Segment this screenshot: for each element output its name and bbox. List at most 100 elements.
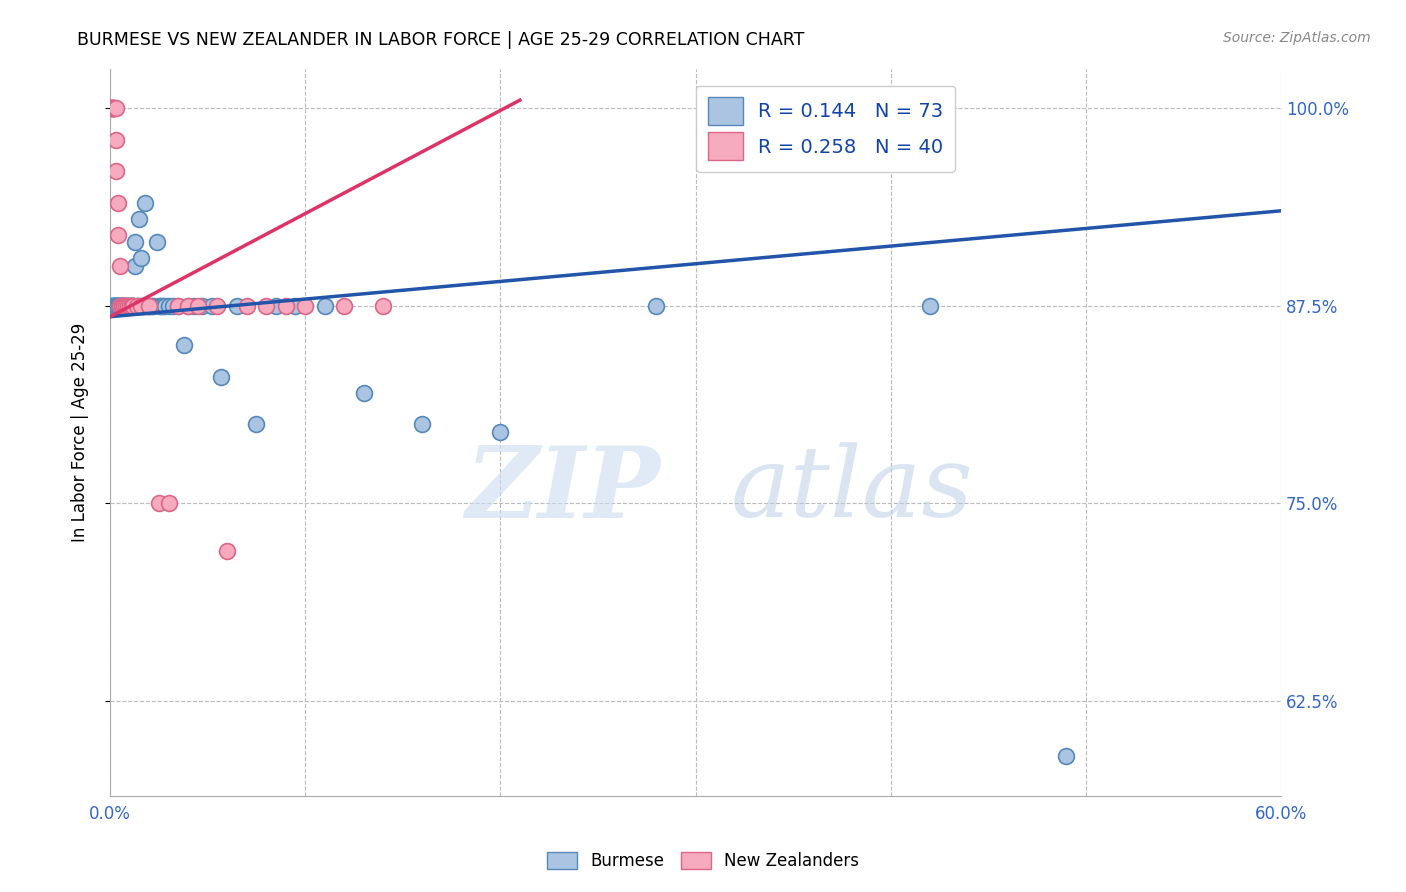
Point bbox=[117, 299, 139, 313]
Point bbox=[157, 299, 180, 313]
Point bbox=[112, 299, 135, 313]
Point bbox=[107, 299, 129, 313]
Text: Source: ZipAtlas.com: Source: ZipAtlas.com bbox=[1223, 31, 1371, 45]
Point bbox=[114, 299, 136, 313]
Point bbox=[124, 235, 146, 250]
Point bbox=[200, 299, 222, 313]
Point bbox=[373, 299, 395, 313]
Point bbox=[167, 299, 190, 313]
Point bbox=[128, 211, 150, 226]
Point bbox=[122, 299, 145, 313]
Point bbox=[104, 299, 127, 313]
Point bbox=[142, 299, 165, 313]
Point bbox=[111, 299, 134, 313]
Point bbox=[167, 299, 190, 313]
Point bbox=[152, 299, 174, 313]
Point bbox=[314, 299, 336, 313]
Point bbox=[209, 369, 232, 384]
Point bbox=[254, 299, 277, 313]
Point bbox=[108, 299, 131, 313]
Point bbox=[118, 299, 141, 313]
Point bbox=[108, 299, 131, 313]
Point bbox=[103, 299, 125, 313]
Point bbox=[173, 338, 195, 352]
Text: BURMESE VS NEW ZEALANDER IN LABOR FORCE | AGE 25-29 CORRELATION CHART: BURMESE VS NEW ZEALANDER IN LABOR FORCE … bbox=[77, 31, 804, 49]
Point bbox=[108, 259, 131, 273]
Point bbox=[157, 496, 180, 510]
Point bbox=[112, 299, 135, 313]
Point bbox=[107, 299, 129, 313]
Text: atlas: atlas bbox=[731, 442, 973, 538]
Point bbox=[146, 235, 169, 250]
Point bbox=[645, 299, 668, 313]
Point bbox=[111, 299, 134, 313]
Point bbox=[101, 299, 124, 313]
Legend: Burmese, New Zealanders: Burmese, New Zealanders bbox=[540, 845, 866, 877]
Point bbox=[107, 195, 129, 210]
Point bbox=[187, 299, 209, 313]
Point bbox=[111, 299, 134, 313]
Point bbox=[918, 299, 941, 313]
Point bbox=[111, 299, 134, 313]
Point bbox=[1054, 749, 1077, 764]
Point bbox=[101, 299, 124, 313]
Point bbox=[103, 101, 125, 115]
Point bbox=[128, 299, 150, 313]
Point bbox=[108, 299, 131, 313]
Point bbox=[112, 299, 135, 313]
Point bbox=[149, 299, 172, 313]
Point bbox=[101, 101, 124, 115]
Point bbox=[191, 299, 214, 313]
Point bbox=[411, 417, 433, 432]
Point bbox=[136, 299, 159, 313]
Point bbox=[127, 299, 149, 313]
Point bbox=[103, 101, 125, 115]
Point bbox=[121, 299, 143, 313]
Point bbox=[103, 299, 125, 313]
Point bbox=[226, 299, 249, 313]
Point bbox=[153, 299, 176, 313]
Point bbox=[162, 299, 184, 313]
Point bbox=[264, 299, 287, 313]
Point bbox=[101, 101, 124, 115]
Point bbox=[103, 299, 125, 313]
Point bbox=[104, 164, 127, 178]
Point bbox=[124, 259, 146, 273]
Point bbox=[134, 195, 156, 210]
Legend: R = 0.144   N = 73, R = 0.258   N = 40: R = 0.144 N = 73, R = 0.258 N = 40 bbox=[696, 86, 955, 171]
Point bbox=[101, 101, 124, 115]
Point bbox=[139, 299, 162, 313]
Point bbox=[117, 299, 139, 313]
Point bbox=[104, 299, 127, 313]
Point bbox=[132, 299, 155, 313]
Point bbox=[148, 299, 170, 313]
Point bbox=[114, 299, 136, 313]
Point bbox=[122, 299, 145, 313]
Point bbox=[107, 299, 129, 313]
Point bbox=[235, 299, 257, 313]
Point bbox=[353, 385, 375, 400]
Point bbox=[274, 299, 297, 313]
Point bbox=[183, 299, 205, 313]
Point bbox=[118, 299, 141, 313]
Point bbox=[122, 299, 145, 313]
Point bbox=[112, 299, 135, 313]
Point bbox=[104, 133, 127, 147]
Y-axis label: In Labor Force | Age 25-29: In Labor Force | Age 25-29 bbox=[72, 323, 89, 541]
Point bbox=[284, 299, 307, 313]
Point bbox=[121, 299, 143, 313]
Point bbox=[108, 299, 131, 313]
Point bbox=[207, 299, 229, 313]
Point bbox=[148, 496, 170, 510]
Point bbox=[489, 425, 512, 439]
Point bbox=[117, 299, 139, 313]
Point bbox=[118, 299, 141, 313]
Point bbox=[217, 543, 239, 558]
Point bbox=[107, 299, 129, 313]
Text: ZIP: ZIP bbox=[465, 442, 661, 539]
Point bbox=[177, 299, 200, 313]
Point bbox=[114, 299, 136, 313]
Point bbox=[138, 299, 160, 313]
Point bbox=[104, 299, 127, 313]
Point bbox=[127, 299, 149, 313]
